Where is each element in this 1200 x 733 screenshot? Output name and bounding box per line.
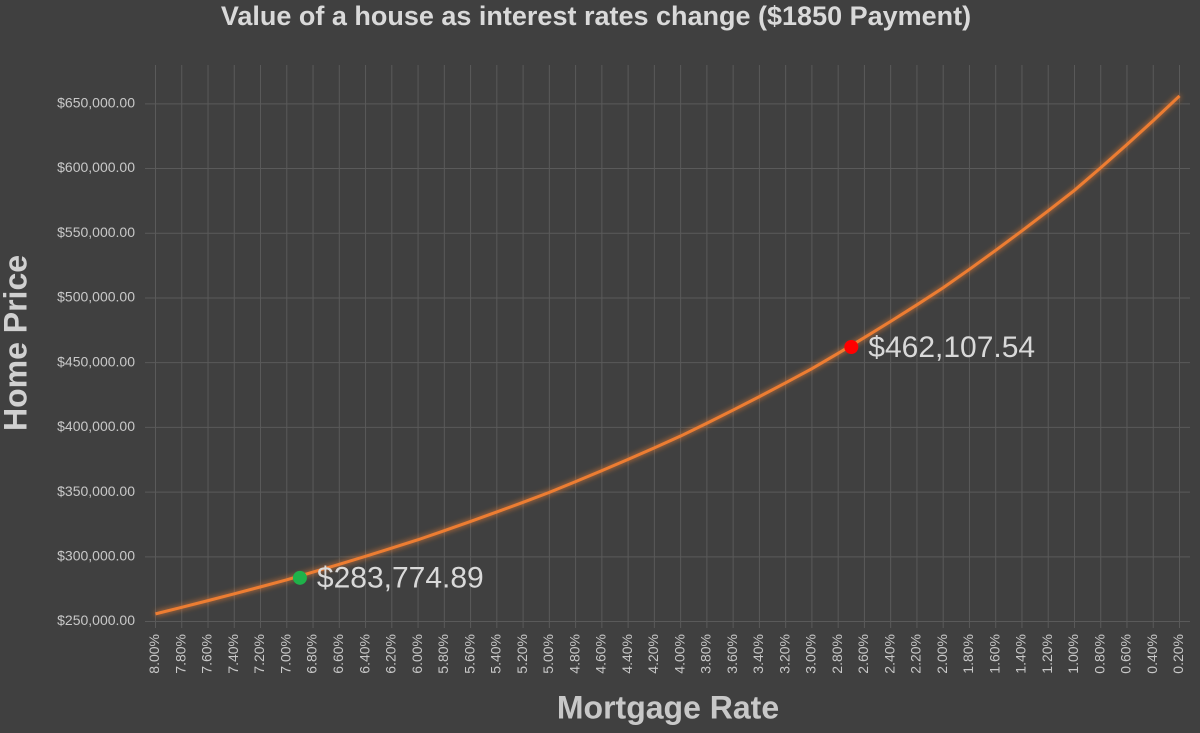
x-tick-label: 7.80% — [172, 634, 188, 674]
x-tick-label: 1.40% — [1013, 634, 1029, 674]
x-tick-label: 6.60% — [330, 634, 346, 674]
x-tick-label: 3.80% — [698, 634, 714, 674]
x-tick-label: 5.80% — [435, 634, 451, 674]
x-tick-label: 2.20% — [908, 634, 924, 674]
x-tick-label: 4.20% — [645, 634, 661, 674]
highlight-label: $462,107.54 — [868, 331, 1035, 364]
x-tick-label: 1.00% — [1065, 634, 1081, 674]
y-tick-label: $550,000.00 — [57, 224, 135, 240]
y-axis-title: Home Price — [0, 255, 33, 431]
x-tick-label: 0.80% — [1091, 634, 1107, 674]
x-axis-title: Mortgage Rate — [557, 689, 779, 725]
x-tick-label: 2.60% — [855, 634, 871, 674]
y-tick-label: $250,000.00 — [57, 612, 135, 628]
x-tick-label: 7.40% — [225, 634, 241, 674]
y-tick-label: $300,000.00 — [57, 548, 135, 564]
x-tick-label: 7.60% — [199, 634, 215, 674]
x-tick-label: 0.40% — [1144, 634, 1160, 674]
x-tick-label: 1.80% — [960, 634, 976, 674]
x-tick-label: 2.80% — [829, 634, 845, 674]
x-tick-label: 6.20% — [383, 634, 399, 674]
x-tick-label: 2.00% — [934, 634, 950, 674]
x-tick-label: 5.40% — [488, 634, 504, 674]
x-tick-label: 3.60% — [724, 634, 740, 674]
x-tick-label: 6.00% — [409, 634, 425, 674]
highlight-point — [292, 570, 307, 585]
y-tick-label: $650,000.00 — [57, 95, 135, 111]
x-tick-label: 4.80% — [566, 634, 582, 674]
x-tick-label: 6.40% — [356, 634, 372, 674]
x-tick-label: 3.40% — [750, 634, 766, 674]
x-tick-label: 1.60% — [986, 634, 1002, 674]
x-tick-label: 5.00% — [540, 634, 556, 674]
x-tick-label: 4.60% — [593, 634, 609, 674]
x-tick-label: 6.80% — [304, 634, 320, 674]
line — [155, 94, 1181, 616]
y-tick-label: $600,000.00 — [57, 159, 135, 175]
x-tick-label: 0.20% — [1170, 634, 1186, 674]
x-tick-label: 4.40% — [619, 634, 635, 674]
x-tick-label: 2.40% — [881, 634, 897, 674]
y-tick-label: $450,000.00 — [57, 353, 135, 369]
y-tick-label: $500,000.00 — [57, 289, 135, 305]
y-tick-label: $350,000.00 — [57, 483, 135, 499]
highlight-label: $283,774.89 — [317, 562, 484, 595]
chart-title: Value of a house as interest rates chang… — [221, 1, 971, 31]
x-tick-label: 0.60% — [1118, 634, 1134, 674]
x-tick-label: 7.00% — [277, 634, 293, 674]
x-tick-label: 5.60% — [461, 634, 477, 674]
y-tick-label: $400,000.00 — [57, 418, 135, 434]
x-tick-label: 4.00% — [671, 634, 687, 674]
x-tick-label: 5.20% — [514, 634, 530, 674]
x-tick-label: 3.20% — [776, 634, 792, 674]
x-tick-label: 7.20% — [251, 634, 267, 674]
highlight-point — [844, 340, 859, 355]
x-tick-label: 8.00% — [146, 634, 162, 674]
x-tick-label: 3.00% — [803, 634, 819, 674]
x-tick-label: 1.20% — [1039, 634, 1055, 674]
